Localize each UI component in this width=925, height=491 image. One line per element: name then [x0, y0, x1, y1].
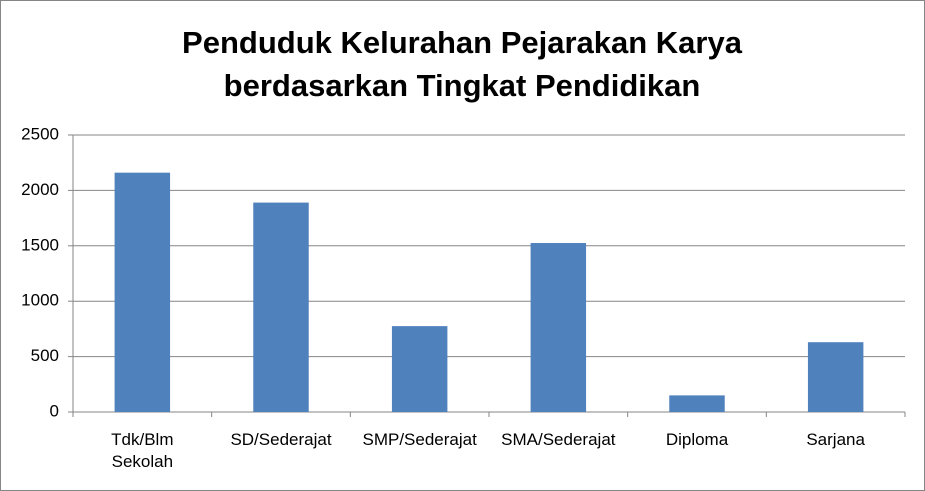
- x-tick-label: SD/Sederajat: [230, 430, 332, 449]
- y-tick-label: 1000: [21, 291, 59, 310]
- bar: [253, 202, 309, 412]
- bar: [114, 172, 171, 412]
- bar: [530, 243, 587, 412]
- x-tick-label: Diploma: [665, 430, 729, 449]
- y-tick-label: 2000: [21, 180, 59, 199]
- x-tick-label: Tdk/Blm Sekolah: [111, 430, 174, 471]
- y-tick-label: 1500: [21, 235, 59, 254]
- bar: [391, 326, 448, 412]
- y-tick-label: 500: [31, 346, 59, 365]
- x-tick-label: SMA/Sederajat: [501, 430, 616, 449]
- y-tick-label: 2500: [21, 124, 59, 143]
- chart-title: Penduduk Kelurahan Pejarakan Karya: [182, 25, 743, 60]
- bar: [807, 342, 864, 412]
- chart-title: berdasarkan Tingkat Pendidikan: [224, 68, 701, 103]
- x-tick-label: Sarjana: [806, 430, 865, 449]
- bar: [669, 395, 725, 412]
- x-tick-label: SMP/Sederajat: [362, 430, 477, 449]
- y-tick-label: 0: [50, 401, 59, 420]
